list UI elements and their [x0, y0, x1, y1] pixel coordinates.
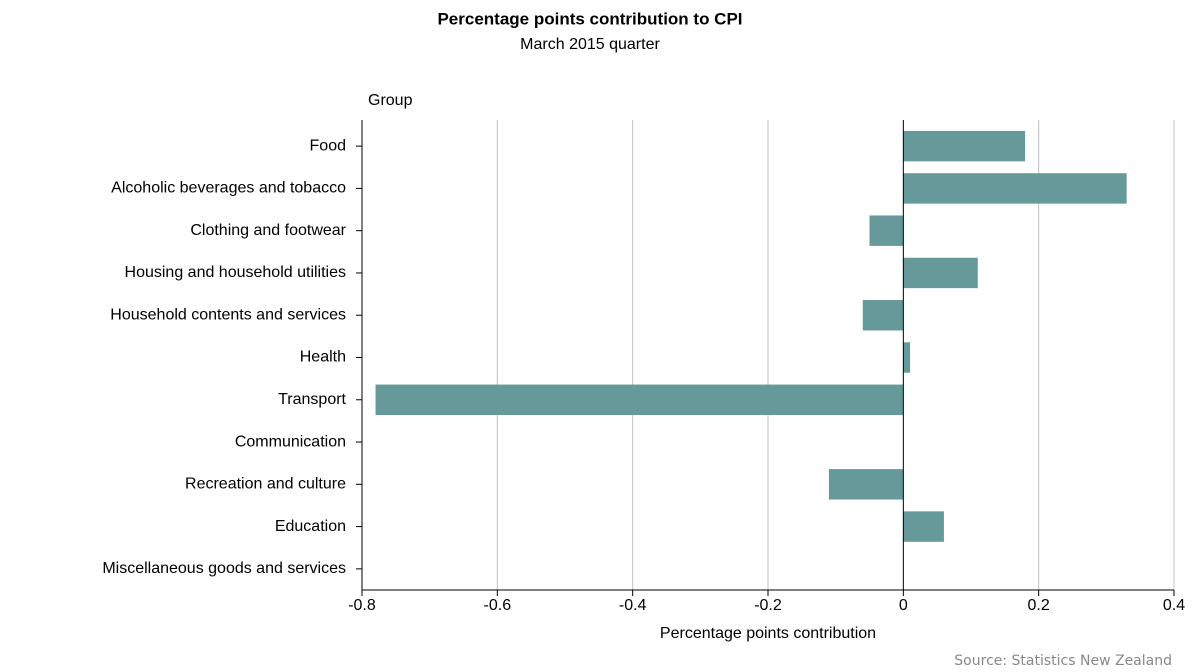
bar: [375, 384, 904, 415]
y-tick-label: Transport: [278, 391, 346, 408]
x-tick-label: -0.2: [754, 597, 782, 614]
y-axis-label: Group: [368, 92, 413, 109]
y-tick-label: Health: [300, 349, 346, 366]
chart-subtitle: March 2015 quarter: [520, 36, 660, 53]
bar: [903, 257, 978, 289]
bar: [862, 300, 904, 331]
bar: [903, 342, 911, 373]
bar: [903, 130, 1026, 162]
chart-title: Percentage points contribution to CPI: [437, 9, 742, 28]
x-axis-label: Percentage points contribution: [660, 625, 876, 642]
bar: [903, 173, 1127, 204]
source: Source: Statistics New Zealand: [954, 653, 1172, 669]
y-tick-label: Recreation and culture: [185, 476, 346, 493]
x-tick-label: 0: [899, 597, 908, 614]
x-tick-label: 0.4: [1163, 597, 1185, 614]
y-tick-label: Household contents and services: [110, 306, 346, 323]
y-tick-label: Miscellaneous goods and services: [102, 560, 346, 577]
x-tick-label: -0.8: [348, 597, 376, 614]
y-tick-label: Housing and household utilities: [125, 264, 346, 281]
x-tick-label: -0.4: [619, 597, 647, 614]
y-tick-label: Alcoholic beverages and tobacco: [111, 180, 346, 197]
bar: [903, 511, 944, 542]
x-tick-label: 0.2: [1028, 597, 1050, 614]
x-tick-label: -0.6: [484, 597, 512, 614]
y-tick-label: Education: [275, 518, 346, 535]
y-tick-label: Food: [310, 137, 346, 154]
y-tick-label: Clothing and footwear: [190, 222, 346, 239]
y-tick-label: Communication: [235, 433, 346, 450]
bar: [828, 469, 904, 500]
bar: [869, 215, 904, 246]
